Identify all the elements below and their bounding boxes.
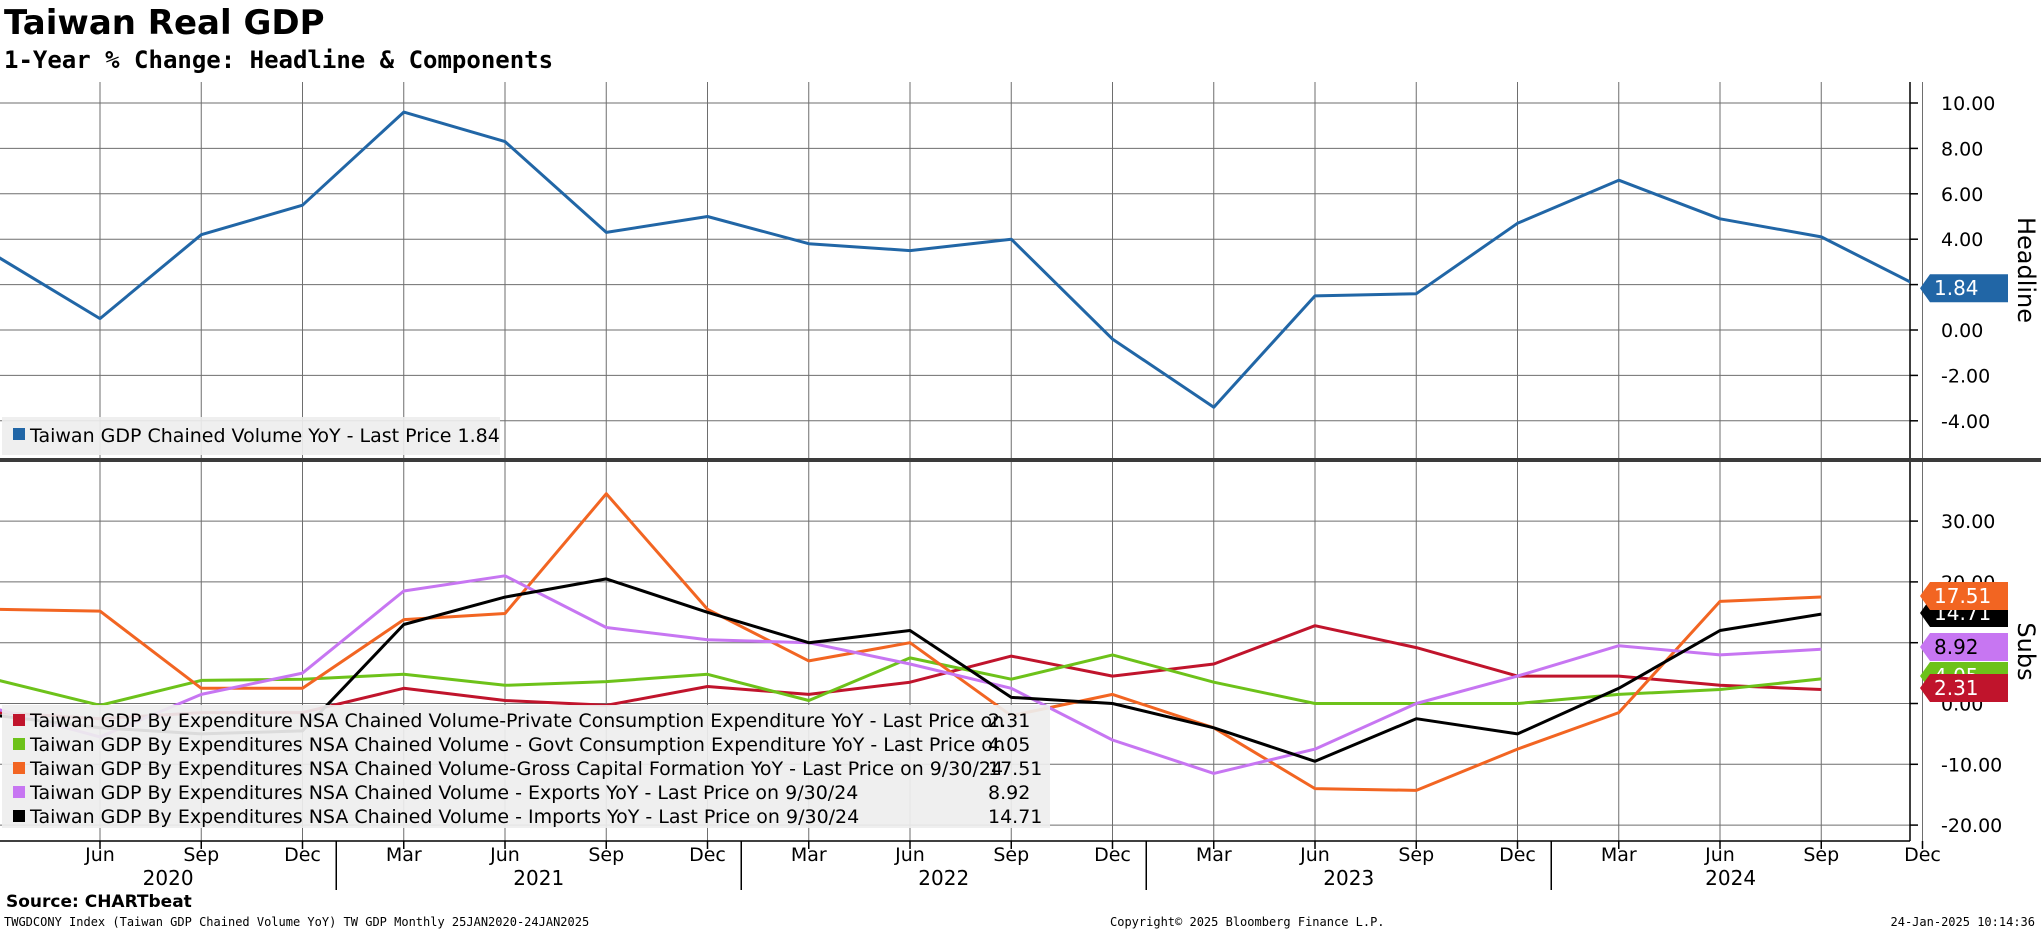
x-tick-label: Dec: [1094, 844, 1131, 866]
x-year-label: 2021: [513, 866, 564, 890]
subs-last-value-tag-0-bg: [1920, 674, 2008, 702]
subs-last-value-tag-2-bg: [1920, 582, 2008, 610]
x-tick-label: Mar: [1601, 844, 1637, 866]
top-ytick-label: 6.00: [1941, 184, 1983, 206]
x-tick-label: Dec: [1904, 844, 1941, 866]
top-ytick-label: -2.00: [1941, 365, 1990, 387]
subs-legend-label-1: Taiwan GDP By Expenditures NSA Chained V…: [29, 734, 1005, 756]
bottom-series-line-2: [0, 492, 1822, 792]
top-ytick-label: 0.00: [1941, 320, 1983, 342]
x-tick-label: Sep: [588, 844, 624, 866]
top-ytick-label: 4.00: [1941, 229, 1983, 251]
subs-last-value-tag-2: 17.51: [1934, 584, 1991, 608]
bottom-series-line-0: [0, 624, 1822, 721]
subs-legend-box: [2, 705, 1050, 828]
timestamp: 24-Jan-2025 10:14:36: [1891, 915, 2036, 929]
x-year-label: 2024: [1705, 866, 1756, 890]
source-note: Source: CHARTbeat: [6, 892, 192, 912]
subs-legend-label-0: Taiwan GDP By Expenditure NSA Chained Vo…: [29, 710, 1004, 732]
subs-legend-swatch-3: [13, 786, 25, 798]
x-tick-label: Mar: [791, 844, 827, 866]
x-tick-label: Jun: [1704, 844, 1735, 866]
x-tick-label: Sep: [183, 844, 219, 866]
x-tick-label: Dec: [284, 844, 321, 866]
subs-legend-swatch-1: [13, 738, 25, 750]
top-ytick-label: 10.00: [1941, 93, 1995, 115]
headline-legend-swatch: [13, 428, 25, 440]
bottom-series-line-3: [0, 574, 1822, 775]
copyright-note: Copyright© 2025 Bloomberg Finance L.P.: [1110, 915, 1385, 929]
subs-legend-value-2: 17.51: [988, 758, 1042, 780]
x-tick-label: Mar: [1196, 844, 1232, 866]
x-tick-label: Sep: [993, 844, 1029, 866]
headline-legend-box: [2, 417, 500, 455]
subs-legend-value-0: 2.31: [988, 710, 1030, 732]
subs-legend-label-2: Taiwan GDP By Expenditures NSA Chained V…: [29, 758, 1003, 780]
x-axis: Jun Sep Dec Mar Jun Sep Dec Mar Jun Sep Dec Mar Jun S…: [0, 840, 1941, 890]
subs-legend-value-1: 4.05: [988, 734, 1030, 756]
bottom-y-axis-title: Subs: [2012, 622, 2040, 680]
subs-legend-label-3: Taiwan GDP By Expenditures NSA Chained V…: [29, 782, 858, 804]
x-year-label: 2022: [918, 866, 969, 890]
headline-panel: 10.008.006.004.002.000.00-2.00-4.00Headl…: [0, 82, 2040, 458]
x-tick-label: Jun: [894, 844, 925, 866]
subs-last-value-tag-3-bg: [1920, 633, 2008, 661]
top-ytick-label: 8.00: [1941, 138, 1983, 160]
subs-last-value-tag-0: 2.31: [1934, 676, 1979, 700]
headline-legend-label: Taiwan GDP Chained Volume YoY - Last Pri…: [29, 425, 500, 447]
bottom-series-line-1: [0, 653, 1822, 707]
x-tick-label: Jun: [84, 844, 115, 866]
subs-legend-label-4: Taiwan GDP By Expenditures NSA Chained V…: [29, 806, 859, 828]
x-tick-label: Mar: [386, 844, 422, 866]
x-year-label: 2020: [143, 866, 194, 890]
x-tick-label: Sep: [1803, 844, 1839, 866]
x-tick-label: Jun: [489, 844, 520, 866]
x-tick-label: Dec: [1499, 844, 1536, 866]
subs-legend-value-3: 8.92: [988, 782, 1030, 804]
x-tick-label: Jun: [1299, 844, 1330, 866]
bottom-ytick-label: 30.00: [1941, 511, 1995, 533]
x-tick-label: Sep: [1398, 844, 1434, 866]
bottom-ytick-label: -10.00: [1941, 754, 2002, 776]
headline-last-value-tag-bg: [1920, 274, 2008, 303]
x-tick-label: Dec: [689, 844, 726, 866]
headline-last-value-tag: 1.84: [1934, 276, 1979, 300]
x-year-label: 2023: [1323, 866, 1374, 890]
index-info: TWGDCONY Index (Taiwan GDP Chained Volum…: [4, 915, 589, 929]
chart-title: Taiwan Real GDP: [4, 3, 325, 43]
subs-legend-swatch-4: [13, 810, 25, 822]
components-panel: 30.0020.0010.000.00-10.00-20.00Subs4.058…: [0, 458, 2041, 841]
subs-legend-swatch-2: [13, 762, 25, 774]
top-ytick-label: -4.00: [1941, 411, 1990, 433]
top-y-axis-title: Headline: [2012, 217, 2040, 323]
top-series-line-0: [0, 110, 1910, 409]
bottom-ytick-label: -20.00: [1941, 815, 2002, 837]
subs-last-value-tag-3: 8.92: [1934, 635, 1979, 659]
subs-legend-value-4: 14.71: [988, 806, 1042, 828]
chart-subtitle: 1-Year % Change: Headline & Components: [4, 46, 553, 74]
subs-legend-swatch-0: [13, 714, 25, 726]
